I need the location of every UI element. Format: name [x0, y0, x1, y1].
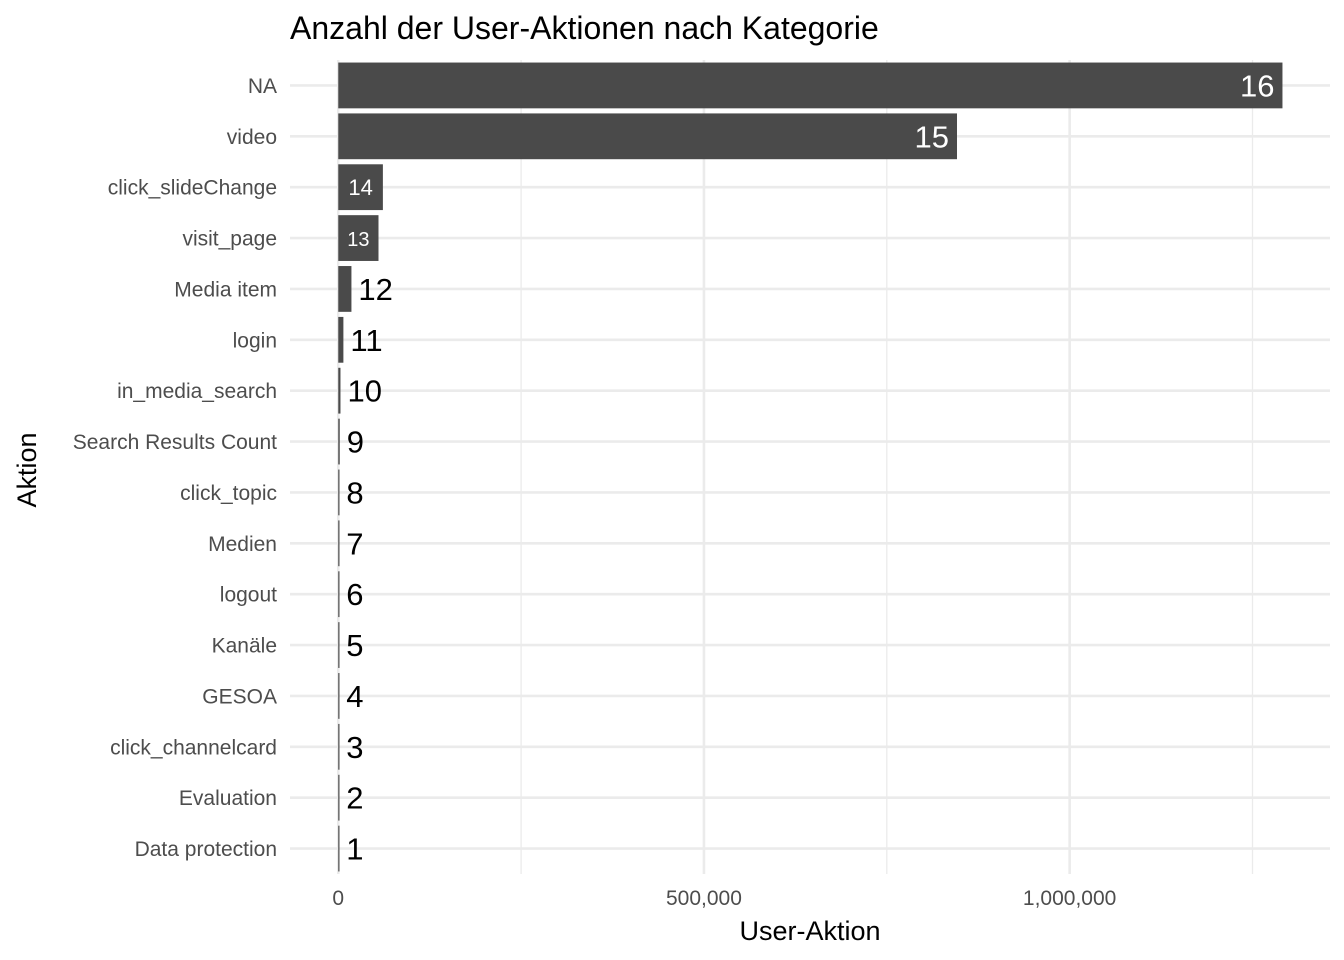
y-tick-label: click_slideChange: [108, 177, 277, 200]
bar-value-label: 13: [347, 229, 369, 251]
bar: [338, 367, 341, 414]
bar: [338, 825, 340, 872]
y-tick-label: GESOA: [202, 685, 277, 708]
y-tick-label: click_topic: [180, 482, 277, 505]
chart-title: Anzahl der User-Aktionen nach Kategorie: [290, 10, 879, 46]
bar-value-label: 16: [1240, 68, 1274, 103]
bar-value-label: 3: [346, 730, 363, 765]
bar-value-label: 10: [347, 374, 381, 409]
bar: [338, 520, 340, 567]
bar: [338, 316, 344, 363]
bar-value-label: 1: [346, 832, 363, 867]
y-tick-label: Search Results Count: [73, 431, 277, 454]
x-tick-label: 0: [332, 887, 344, 910]
bar: [338, 571, 340, 618]
bar: [338, 622, 340, 668]
y-tick-label: Data protection: [135, 838, 277, 861]
bar-value-label: 15: [915, 119, 949, 154]
y-axis-title: Aktion: [12, 432, 42, 507]
bar: [338, 113, 958, 160]
bar-value-label: 12: [358, 272, 392, 307]
y-tick-label: logout: [220, 584, 277, 607]
bar-value-label: 7: [346, 526, 363, 561]
bar: [338, 774, 340, 821]
bar: [338, 266, 352, 312]
y-tick-label: click_channelcard: [110, 736, 277, 759]
y-tick-label: Kanäle: [212, 635, 277, 658]
bar: [338, 469, 340, 516]
bar: [338, 673, 340, 719]
bar: [338, 723, 340, 770]
bar: [338, 215, 379, 261]
bar: [338, 418, 340, 465]
y-tick-label: Medien: [208, 533, 277, 556]
bar: [338, 62, 1283, 109]
x-tick-label: 1,000,000: [1023, 887, 1116, 910]
y-tick-label: NA: [248, 75, 277, 98]
bar-value-label: 8: [346, 475, 363, 510]
x-tick-label: 500,000: [666, 887, 742, 910]
y-tick-label: login: [233, 329, 277, 352]
y-tick-label: Media item: [174, 278, 277, 301]
y-tick-label: visit_page: [182, 228, 277, 251]
bar-value-label: 9: [347, 425, 364, 460]
y-tick-label: in_media_search: [117, 380, 277, 403]
bar-value-label: 5: [346, 628, 363, 663]
bar: [338, 164, 383, 211]
bar-value-label: 14: [348, 175, 372, 200]
bar-value-label: 11: [350, 323, 382, 358]
x-axis-title: User-Aktion: [739, 916, 880, 946]
grid-lines: [290, 60, 1330, 874]
x-tick-labels: 0 500,000 1,000,000: [332, 887, 1116, 910]
bar-value-label: 6: [346, 577, 363, 612]
y-tick-label: Evaluation: [179, 787, 277, 810]
bar-value-label: 2: [346, 781, 363, 816]
y-tick-label: video: [227, 126, 277, 149]
bar-value-label: 4: [346, 679, 363, 714]
bars: [338, 62, 1283, 872]
y-tick-labels: NA video click_slideChange visit_page Media …: [73, 75, 277, 861]
bar-value-labels: 16 15 14 13 12 11 10 9 8 7 6 5 4 3 2 1: [346, 68, 1274, 866]
